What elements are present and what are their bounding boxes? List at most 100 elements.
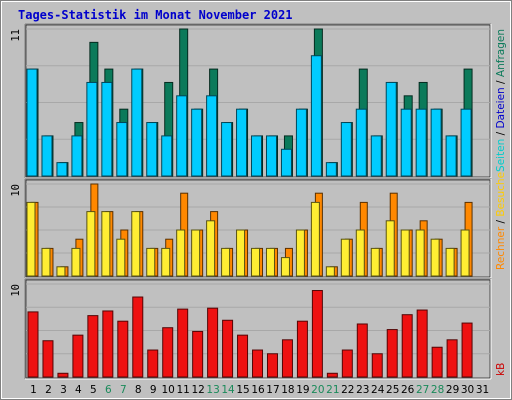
bar-besuche-day-20 <box>310 201 320 277</box>
bar-dateien-day-27 <box>415 108 427 177</box>
bar-besuche-day-7 <box>116 238 126 277</box>
bar-besuche-day-23 <box>355 229 365 277</box>
bar-kb-day-5 <box>87 315 99 378</box>
legend-entry-3: Seiten <box>495 139 507 172</box>
bar-dateien-day-18 <box>280 148 292 177</box>
bar-besuche-day-17 <box>265 247 275 277</box>
bar-dateien-day-10 <box>161 135 173 177</box>
bar-besuche-day-28 <box>430 238 440 277</box>
bar-besuche-day-27 <box>415 229 425 277</box>
y-axis-max-label: 10 <box>10 184 22 197</box>
x-label-day-13: 13 <box>206 384 219 396</box>
bar-kb-day-13 <box>207 307 219 378</box>
x-label-day-12: 12 <box>191 384 204 396</box>
bar-besuche-day-3 <box>56 266 66 277</box>
bar-besuche-day-30 <box>460 229 470 277</box>
bar-besuche-day-25 <box>385 220 395 277</box>
x-label-day-31: 31 <box>476 384 489 396</box>
bar-kb-day-26 <box>401 314 413 378</box>
series-besuche <box>26 201 470 277</box>
legend-entry-5: Dateien <box>495 87 507 128</box>
x-axis-day-labels: 1 2 3 4 5 6 7 8 9 10 11 12 13 14 15 16 17 18 19 20 21 22 23 24 2… <box>30 384 489 396</box>
bar-dateien-day-17 <box>265 135 277 177</box>
bar-kb-day-4 <box>72 334 84 378</box>
bar-besuche-day-5 <box>86 211 96 277</box>
legend-entry-0: Rechner <box>495 226 507 270</box>
bar-besuche-day-8 <box>131 211 141 277</box>
bar-kb-day-22 <box>341 349 353 378</box>
x-label-day-20: 20 <box>311 384 324 396</box>
bar-dateien-day-30 <box>460 108 472 177</box>
bar-besuche-day-29 <box>445 247 455 277</box>
x-label-day-10: 10 <box>162 384 175 396</box>
x-label-day-3: 3 <box>60 384 67 396</box>
bar-dateien-day-14 <box>221 122 233 177</box>
legend-entry-4: / <box>495 128 507 138</box>
bar-kb-day-11 <box>177 308 189 378</box>
x-label-day-19: 19 <box>296 384 309 396</box>
legend-kb: kB <box>495 363 507 376</box>
bar-dateien-day-13 <box>206 95 218 177</box>
bar-kb-day-30 <box>461 322 473 378</box>
chart-panels: 11 10 10 <box>10 23 492 380</box>
x-label-day-7: 7 <box>120 384 127 396</box>
bar-dateien-day-20 <box>310 55 322 177</box>
bar-dateien-day-5 <box>86 81 98 177</box>
bar-besuche-day-11 <box>176 229 186 277</box>
bar-besuche-day-21 <box>325 266 335 277</box>
x-label-day-26: 26 <box>401 384 415 396</box>
bar-besuche-day-6 <box>101 211 111 277</box>
bar-besuche-day-22 <box>340 238 350 277</box>
panel-requests: 11 <box>10 23 492 179</box>
bar-dateien-day-9 <box>146 122 158 177</box>
bar-dateien-day-16 <box>251 135 263 177</box>
bar-dateien-day-22 <box>340 122 352 177</box>
bar-besuche-day-10 <box>161 247 171 277</box>
bar-dateien-day-6 <box>101 81 113 177</box>
bar-besuche-day-2 <box>41 247 51 277</box>
x-label-day-25: 25 <box>386 384 399 396</box>
x-label-day-28: 28 <box>431 384 444 396</box>
bar-kb-day-23 <box>356 323 368 378</box>
bar-kb-day-27 <box>416 309 428 378</box>
panel-visits: 10 <box>10 178 492 279</box>
series-kb <box>27 290 473 378</box>
series-dateien <box>26 55 472 177</box>
bar-besuche-day-9 <box>146 247 156 277</box>
bar-dateien-day-19 <box>295 108 307 177</box>
bar-kb-day-25 <box>386 329 398 378</box>
bar-besuche-day-1 <box>26 201 36 277</box>
x-label-day-9: 9 <box>150 384 157 396</box>
bar-dateien-day-28 <box>430 108 442 177</box>
bar-dateien-day-25 <box>385 81 397 177</box>
bar-dateien-day-24 <box>370 135 382 177</box>
bar-besuche-day-14 <box>221 247 231 277</box>
panel-kbytes: 10 <box>10 278 492 380</box>
bar-kb-day-21 <box>326 372 338 378</box>
bar-besuche-day-13 <box>206 220 216 277</box>
x-label-day-18: 18 <box>281 384 294 396</box>
bar-dateien-day-12 <box>191 108 203 177</box>
bar-dateien-day-11 <box>176 95 188 177</box>
legend-entry-1: / <box>495 217 507 227</box>
bar-besuche-day-12 <box>191 229 201 277</box>
bar-kb-day-2 <box>42 340 54 378</box>
bar-besuche-day-15 <box>236 229 246 277</box>
x-label-day-1: 1 <box>30 384 37 396</box>
legend-entry-2: Besuche <box>495 172 507 217</box>
bar-kb-day-8 <box>132 296 144 378</box>
bar-besuche-day-16 <box>251 247 261 277</box>
x-label-day-29: 29 <box>446 384 459 396</box>
bar-kb-day-7 <box>117 320 129 378</box>
x-label-day-27: 27 <box>416 384 429 396</box>
x-label-day-2: 2 <box>45 384 52 396</box>
legend-entry-7: Anfragen <box>495 29 507 77</box>
x-label-day-15: 15 <box>236 384 249 396</box>
x-label-day-30: 30 <box>461 384 474 396</box>
bar-kb-day-20 <box>311 290 323 378</box>
bar-kb-day-3 <box>57 372 69 378</box>
bar-kb-day-6 <box>102 310 114 378</box>
legend-entry-6: / <box>495 77 507 87</box>
bar-kb-day-28 <box>431 346 443 378</box>
bar-kb-day-10 <box>162 327 174 378</box>
